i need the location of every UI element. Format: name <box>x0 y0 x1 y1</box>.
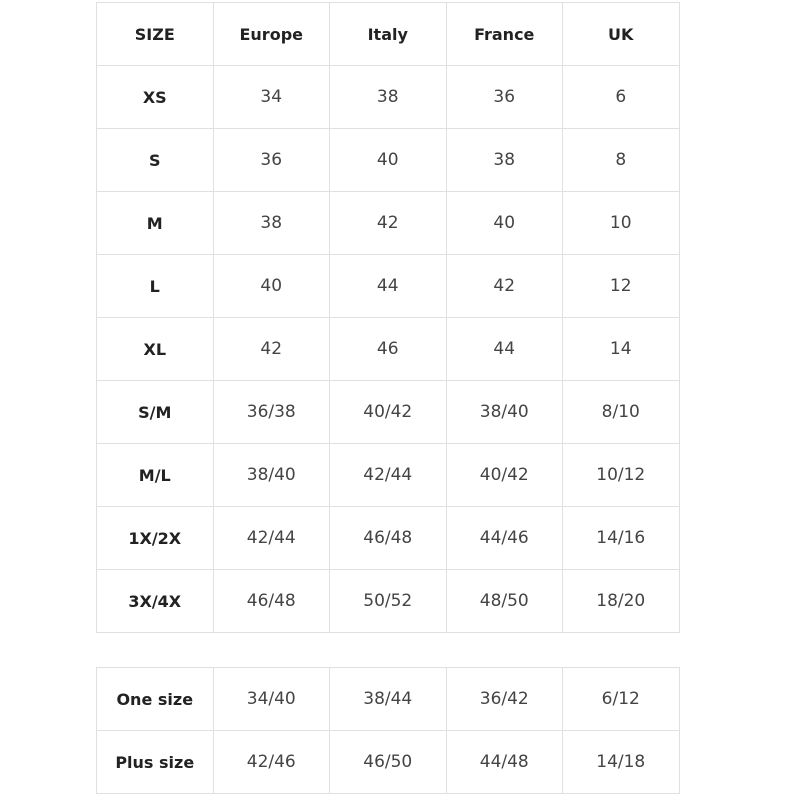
table-row: XS 34 38 36 6 <box>96 65 680 129</box>
table-row: L 40 44 42 12 <box>96 254 680 318</box>
table-row: M/L 38/40 42/44 40/42 10/12 <box>96 443 680 507</box>
size-cell: One size <box>96 667 214 731</box>
size-cell: L <box>96 254 214 318</box>
value-cell: 38 <box>329 65 447 129</box>
value-cell: 34/40 <box>212 667 330 731</box>
size-cell: S/M <box>96 380 214 444</box>
header-cell: France <box>445 2 563 66</box>
value-cell: 42/44 <box>212 506 330 570</box>
value-cell: 36/42 <box>445 667 563 731</box>
value-cell: 8/10 <box>562 380 680 444</box>
value-cell: 12 <box>562 254 680 318</box>
value-cell: 40 <box>445 191 563 255</box>
value-cell: 46/48 <box>212 569 330 633</box>
value-cell: 44/48 <box>445 730 563 794</box>
size-cell: M <box>96 191 214 255</box>
value-cell: 38 <box>212 191 330 255</box>
value-cell: 38/44 <box>329 667 447 731</box>
value-cell: 6/12 <box>562 667 680 731</box>
value-cell: 42 <box>329 191 447 255</box>
value-cell: 42/46 <box>212 730 330 794</box>
size-table: SIZE Europe Italy France UK XS 34 38 36 6 S 36 40 38 8… <box>96 2 680 633</box>
size-cell: Plus size <box>96 730 214 794</box>
extra-size-table: One size 34/40 38/44 36/42 6/12 Plus size 42/4… <box>96 667 680 794</box>
value-cell: 46/48 <box>329 506 447 570</box>
header-cell: SIZE <box>96 2 214 66</box>
table-row: M 38 42 40 10 <box>96 191 680 255</box>
value-cell: 38 <box>445 128 563 192</box>
table-row: 1X/2X 42/44 46/48 44/46 14/16 <box>96 506 680 570</box>
value-cell: 50/52 <box>329 569 447 633</box>
table-row: S/M 36/38 40/42 38/40 8/10 <box>96 380 680 444</box>
size-cell: XS <box>96 65 214 129</box>
size-cell: 1X/2X <box>96 506 214 570</box>
value-cell: 6 <box>562 65 680 129</box>
value-cell: 36 <box>445 65 563 129</box>
table-row: Plus size 42/46 46/50 44/48 14/18 <box>96 730 680 794</box>
value-cell: 44 <box>329 254 447 318</box>
value-cell: 36/38 <box>212 380 330 444</box>
size-cell: M/L <box>96 443 214 507</box>
value-cell: 46 <box>329 317 447 381</box>
table-row: S 36 40 38 8 <box>96 128 680 192</box>
value-cell: 36 <box>212 128 330 192</box>
value-cell: 8 <box>562 128 680 192</box>
value-cell: 18/20 <box>562 569 680 633</box>
value-cell: 14/16 <box>562 506 680 570</box>
value-cell: 14/18 <box>562 730 680 794</box>
value-cell: 14 <box>562 317 680 381</box>
value-cell: 40/42 <box>445 443 563 507</box>
header-cell: Europe <box>212 2 330 66</box>
value-cell: 40 <box>329 128 447 192</box>
value-cell: 10/12 <box>562 443 680 507</box>
table-row: SIZE Europe Italy France UK <box>96 2 680 66</box>
value-cell: 44 <box>445 317 563 381</box>
value-cell: 34 <box>212 65 330 129</box>
value-cell: 38/40 <box>445 380 563 444</box>
table-row: XL 42 46 44 14 <box>96 317 680 381</box>
value-cell: 46/50 <box>329 730 447 794</box>
value-cell: 38/40 <box>212 443 330 507</box>
table-row: 3X/4X 46/48 50/52 48/50 18/20 <box>96 569 680 633</box>
value-cell: 40/42 <box>329 380 447 444</box>
size-cell: XL <box>96 317 214 381</box>
size-cell: S <box>96 128 214 192</box>
size-cell: 3X/4X <box>96 569 214 633</box>
value-cell: 44/46 <box>445 506 563 570</box>
value-cell: 40 <box>212 254 330 318</box>
value-cell: 42/44 <box>329 443 447 507</box>
value-cell: 48/50 <box>445 569 563 633</box>
value-cell: 42 <box>445 254 563 318</box>
header-cell: Italy <box>329 2 447 66</box>
header-cell: UK <box>562 2 680 66</box>
value-cell: 42 <box>212 317 330 381</box>
value-cell: 10 <box>562 191 680 255</box>
table-row: One size 34/40 38/44 36/42 6/12 <box>96 667 680 731</box>
